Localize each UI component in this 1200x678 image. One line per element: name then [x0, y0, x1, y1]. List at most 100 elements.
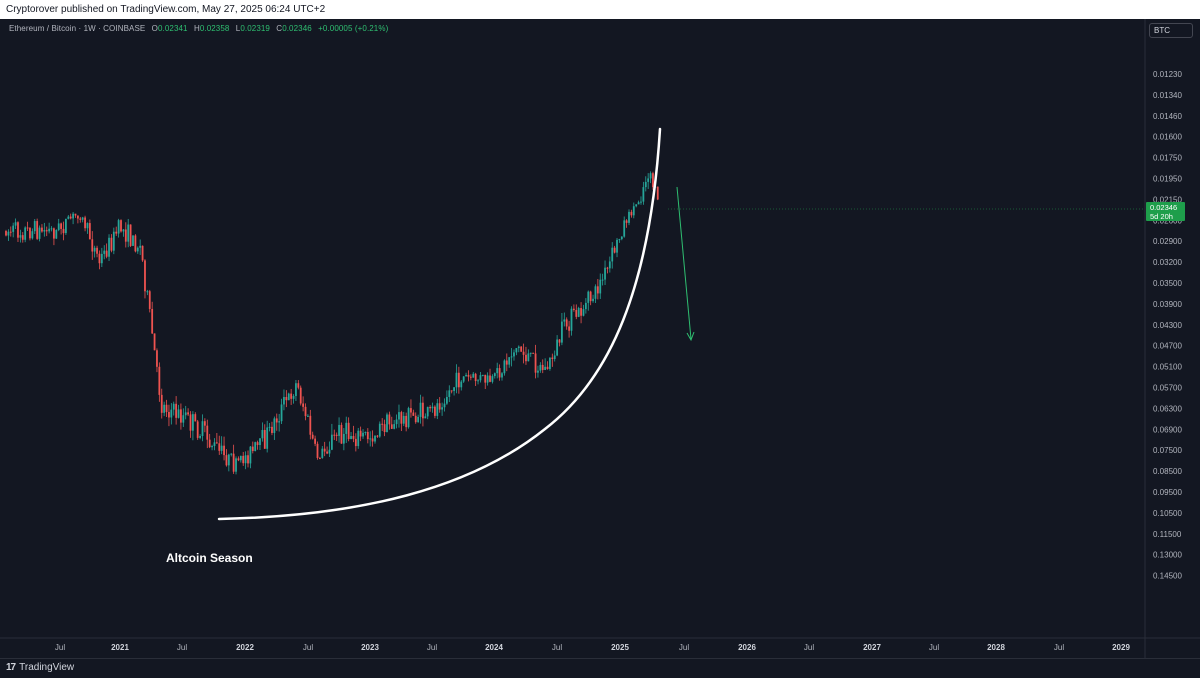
candle-body — [354, 438, 357, 447]
candle — [469, 374, 472, 381]
candle — [100, 247, 103, 268]
candle-body — [630, 211, 633, 216]
price-tick-label: 0.06300 — [1153, 404, 1182, 413]
candle-body — [290, 393, 293, 399]
candle-body — [19, 235, 22, 238]
candle — [592, 294, 594, 303]
candle — [405, 412, 408, 432]
candle — [211, 444, 213, 451]
candle — [388, 411, 391, 430]
candle — [297, 380, 300, 390]
candle — [218, 435, 221, 455]
candle — [232, 444, 235, 474]
candle-body — [412, 412, 415, 416]
candle — [630, 209, 633, 218]
candle — [290, 388, 293, 405]
candle-body — [124, 229, 127, 242]
candle-body — [481, 374, 484, 376]
candle — [259, 438, 261, 450]
candle — [26, 221, 29, 232]
chart-area[interactable]: Jul 2021 Jul 2022 Jul 2023 Jul 2024 Jul 2025 Jul 20… — [0, 19, 1200, 658]
candle — [498, 364, 501, 381]
tradingview-logo[interactable]: 17 TradingView — [6, 662, 74, 673]
candle-body — [350, 436, 352, 440]
candle — [314, 435, 317, 447]
candle — [134, 234, 137, 253]
candle-body — [105, 250, 108, 257]
candle-body — [151, 308, 154, 334]
candle-body — [371, 438, 374, 442]
chart-grid — [0, 19, 1200, 658]
candle — [467, 370, 470, 382]
candle — [180, 403, 182, 430]
candle — [184, 405, 187, 420]
candle — [203, 418, 206, 433]
candle — [263, 424, 266, 449]
candle — [395, 414, 398, 429]
candle — [84, 215, 86, 232]
projection-arrowhead — [686, 331, 695, 342]
candle — [594, 284, 597, 303]
candle — [484, 374, 487, 390]
candle — [568, 320, 570, 338]
candle-body — [43, 230, 46, 232]
currency-selector[interactable]: BTC — [1149, 23, 1193, 38]
candle — [455, 364, 458, 394]
candle-body — [184, 412, 187, 416]
candle-body — [395, 419, 398, 425]
candle — [520, 346, 523, 352]
candle-body — [340, 424, 343, 444]
candle-body — [292, 395, 295, 399]
candle — [604, 260, 606, 286]
candle — [199, 434, 201, 440]
candle-body — [304, 406, 307, 417]
candle — [220, 436, 223, 455]
candle — [551, 353, 554, 367]
candle — [278, 413, 281, 432]
candle-body — [472, 373, 475, 378]
time-tick-label: Jul — [929, 643, 939, 652]
candle — [206, 419, 209, 449]
time-tick-label: 2029 — [1112, 643, 1130, 652]
candle — [115, 226, 118, 236]
price-tick-label: 0.05100 — [1153, 363, 1182, 372]
candle — [225, 449, 228, 467]
price-chart[interactable]: Jul 2021 Jul 2022 Jul 2023 Jul 2024 Jul 2025 Jul 20… — [0, 19, 1200, 658]
candle-body — [158, 366, 161, 395]
candle — [441, 402, 443, 416]
candle — [426, 406, 429, 420]
candle-body — [390, 424, 393, 429]
candle — [529, 352, 532, 357]
candle — [7, 229, 10, 241]
candle — [302, 396, 305, 412]
candle — [65, 218, 67, 235]
candle-body — [522, 351, 525, 355]
projection-arrow-line — [676, 186, 692, 340]
candle-body — [561, 321, 563, 343]
candle-body — [604, 267, 606, 280]
last-price: 0.02346 — [1150, 203, 1178, 212]
candle — [400, 410, 403, 432]
candle-body — [9, 231, 12, 233]
candle — [613, 245, 616, 254]
candle-body — [383, 424, 386, 433]
candle — [74, 213, 77, 218]
open-value: 0.02341 — [157, 24, 188, 33]
candle-body — [364, 431, 367, 433]
candle-body — [611, 247, 614, 262]
candle — [108, 234, 110, 262]
candle — [517, 345, 520, 353]
candle — [287, 392, 290, 401]
candle-body — [26, 227, 29, 229]
candle — [158, 362, 161, 402]
candle-body — [513, 352, 515, 357]
candle-body — [81, 217, 84, 220]
candle-body — [503, 360, 506, 374]
candle — [160, 388, 163, 419]
candle — [328, 441, 331, 457]
candle — [261, 422, 264, 442]
candle — [582, 304, 585, 317]
candle — [577, 306, 580, 318]
candle-body — [122, 229, 125, 232]
candle-body — [74, 213, 77, 216]
